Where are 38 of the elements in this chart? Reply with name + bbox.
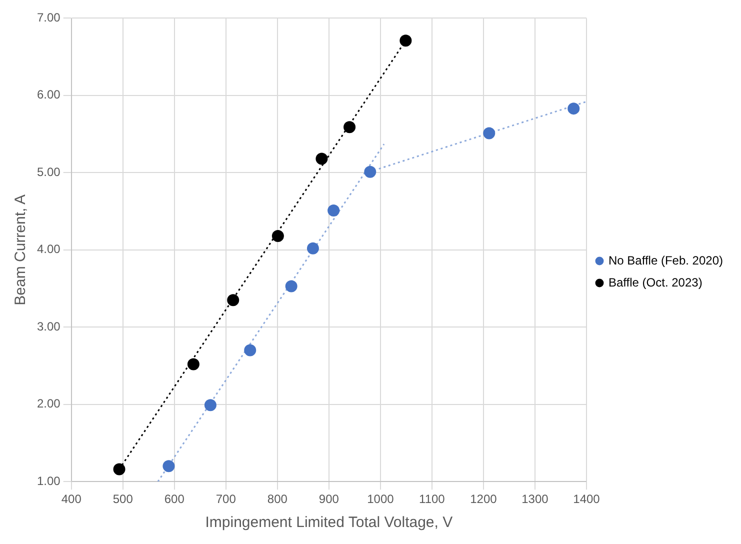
point — [187, 358, 200, 370]
y-tick-label: 1.00 — [36, 474, 61, 488]
point — [568, 102, 580, 115]
x-tick-label: 1000 — [367, 492, 394, 506]
y-tick-label: 3.00 — [36, 319, 61, 334]
x-tick-label: 700 — [216, 492, 236, 506]
point — [285, 280, 298, 292]
x-tick-label: 800 — [267, 492, 288, 506]
point — [328, 204, 340, 217]
point — [344, 121, 356, 134]
point — [483, 127, 496, 140]
x-tick-label: 900 — [318, 492, 340, 506]
x-tick-label: 1300 — [522, 492, 549, 506]
x-tick-label: 1400 — [573, 492, 600, 506]
point — [244, 344, 256, 356]
y-tick-label: 5.00 — [36, 164, 61, 179]
x-tick-label: 400 — [61, 492, 82, 506]
point — [113, 463, 126, 476]
point — [364, 166, 376, 178]
x-tick-label: 600 — [164, 492, 185, 506]
y-tick-label: 2.00 — [36, 396, 61, 411]
point — [272, 230, 284, 242]
y-tick-label: 4.00 — [36, 242, 61, 256]
y-tick-label: 7.00 — [36, 10, 61, 25]
point — [316, 152, 328, 165]
point — [204, 399, 216, 412]
x-tick-label: 500 — [112, 492, 134, 506]
point — [227, 294, 240, 306]
y-tick-label: 6.00 — [36, 88, 61, 102]
legend-label: Baffle (Oct. 2023) — [608, 275, 702, 290]
legend-label: No Baffle (Feb. 2020) — [608, 253, 724, 268]
point — [306, 242, 319, 254]
x-tick-label: 1100 — [419, 492, 446, 506]
y-axis-title: Beam Current, A — [12, 194, 30, 306]
x-axis-title: Impingement Limited Total Voltage, V — [205, 514, 453, 532]
point — [400, 34, 412, 47]
x-tick-label: 1200 — [470, 492, 498, 506]
point — [162, 460, 175, 472]
